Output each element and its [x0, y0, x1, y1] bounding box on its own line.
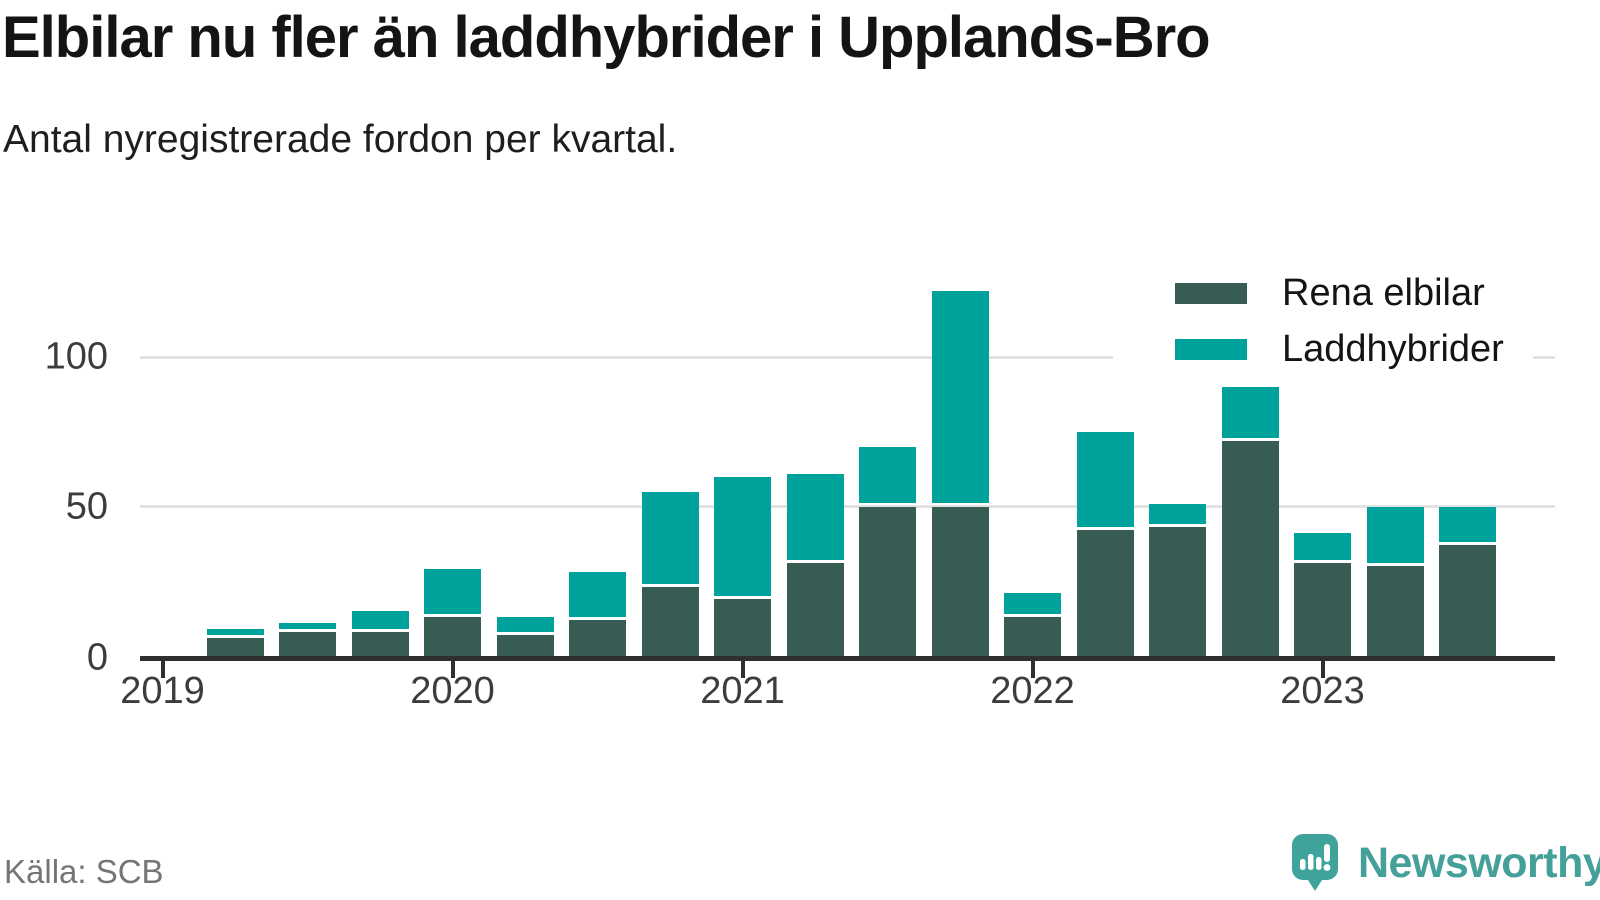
legend-swatch-laddhybrider — [1175, 339, 1247, 360]
bar-segment-elbilar-2019-Q4 — [351, 632, 409, 656]
bar-segment-laddhybrider-2021-Q3 — [859, 446, 916, 504]
source-attribution: Källa: SCB — [4, 853, 164, 890]
bar-segment-elbilar-2021-Q3 — [859, 506, 916, 656]
bar-segment-laddhybrider-2019-Q3 — [279, 623, 336, 630]
bar-segment-laddhybrider-2020-Q3 — [569, 572, 626, 618]
brand-wordmark: Newsworthy — [1358, 838, 1600, 887]
newsworthy-pin-chart-icon — [1292, 834, 1338, 891]
bar-segment-elbilar-2021-Q2 — [786, 563, 844, 656]
bar-segment-elbilar-2020-Q3 — [569, 620, 626, 656]
bar-segment-laddhybrider-2019-Q4 — [351, 611, 409, 630]
gridline-100 — [140, 355, 1555, 359]
bar-segment-laddhybrider-2020-Q2 — [496, 617, 554, 633]
chart-subtitle: Antal nyregistrerade fordon per kvartal. — [3, 118, 678, 161]
y-axis-label-0: 0 — [86, 636, 108, 678]
bar-segment-laddhybrider-2021-Q2 — [786, 473, 844, 561]
bar-segment-laddhybrider-2023-Q2 — [1366, 506, 1424, 564]
x-axis-tick-2020 — [450, 661, 455, 678]
x-axis-tick-2021 — [740, 661, 745, 678]
gridline-50 — [140, 505, 1555, 508]
x-axis-label-2023: 2023 — [1280, 670, 1365, 712]
legend-label: Laddhybrider — [1282, 328, 1504, 370]
bar-segment-laddhybrider-2021-Q1 — [714, 476, 771, 597]
bar-segment-laddhybrider-2023-Q1 — [1294, 533, 1351, 561]
bar-segment-elbilar-2020-Q1 — [424, 617, 481, 656]
x-axis-label-2021: 2021 — [700, 670, 785, 712]
bar-segment-elbilar-2022-Q1 — [1004, 617, 1061, 656]
bar-segment-laddhybrider-2022-Q1 — [1004, 593, 1061, 615]
bar-segment-laddhybrider-2020-Q1 — [424, 569, 481, 615]
y-axis-label-50: 50 — [65, 485, 108, 527]
legend-item-laddhybrider: Laddhybrider — [1113, 328, 1504, 371]
bar-segment-laddhybrider-2022-Q2 — [1076, 431, 1134, 528]
bar-segment-elbilar-2023-Q2 — [1366, 566, 1424, 656]
bar-segment-elbilar-2022-Q2 — [1076, 530, 1134, 656]
bar-segment-elbilar-2019-Q3 — [279, 632, 336, 656]
y-axis-label-100: 100 — [44, 335, 108, 378]
legend-item-rena-elbilar: Rena elbilar — [1113, 272, 1485, 315]
bar-segment-elbilar-2021-Q4 — [931, 506, 989, 656]
bar-segment-elbilar-2023-Q1 — [1294, 563, 1351, 656]
x-axis-label-2019: 2019 — [120, 670, 205, 712]
x-axis-tick-2019 — [160, 661, 165, 678]
bar-segment-elbilar-2023-Q3 — [1439, 545, 1496, 656]
bar-segment-laddhybrider-2022-Q4 — [1221, 386, 1279, 438]
bar-segment-laddhybrider-2019-Q2 — [206, 629, 264, 636]
x-axis-label-2020: 2020 — [410, 670, 495, 712]
bar-segment-elbilar-2022-Q4 — [1221, 440, 1279, 656]
bar-segment-laddhybrider-2020-Q4 — [641, 491, 699, 585]
legend-label: Rena elbilar — [1282, 272, 1485, 314]
bar-segment-elbilar-2020-Q2 — [496, 635, 554, 656]
chart-legend: Rena elbilar Laddhybrider — [1113, 260, 1533, 374]
legend-swatch-rena-elbilar — [1175, 283, 1247, 304]
bar-segment-laddhybrider-2022-Q3 — [1149, 503, 1206, 525]
page-title: Elbilar nu fler än laddhybrider i Upplan… — [2, 5, 1211, 70]
bar-segment-elbilar-2019-Q2 — [206, 638, 264, 656]
x-axis-label-2022: 2022 — [990, 670, 1075, 712]
bar-segment-laddhybrider-2023-Q3 — [1439, 506, 1496, 543]
bar-segment-laddhybrider-2021-Q4 — [931, 291, 989, 504]
bar-segment-elbilar-2022-Q3 — [1149, 527, 1206, 656]
brand-logo: Newsworthy — [1288, 832, 1600, 894]
x-axis-tick-2022 — [1030, 661, 1035, 678]
x-axis-line — [140, 656, 1555, 661]
bar-segment-elbilar-2020-Q4 — [641, 587, 699, 656]
x-axis-tick-2023 — [1320, 661, 1325, 678]
bar-segment-elbilar-2021-Q1 — [714, 599, 771, 656]
